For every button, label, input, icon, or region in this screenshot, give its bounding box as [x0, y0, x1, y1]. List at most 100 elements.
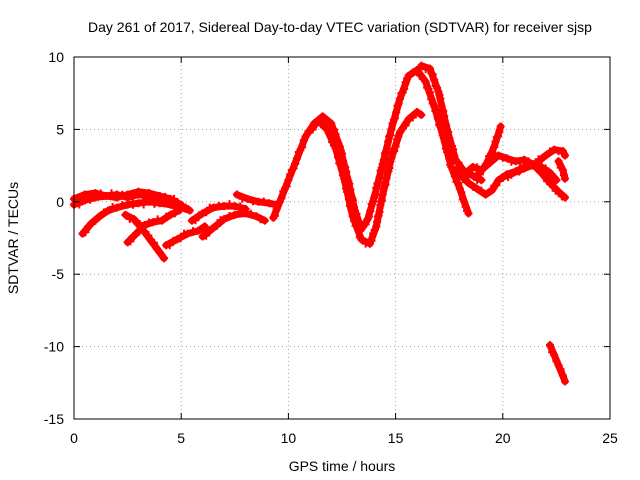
data-point	[395, 128, 404, 137]
data-point	[413, 66, 422, 75]
data-point	[95, 212, 104, 221]
data-point	[451, 165, 460, 174]
data-point	[286, 170, 295, 179]
data-point	[87, 219, 96, 228]
data-point	[421, 77, 430, 86]
data-point	[165, 241, 174, 250]
data-point	[367, 236, 376, 245]
data-point	[520, 155, 529, 164]
series-arc-4	[121, 210, 169, 263]
data-point	[503, 154, 512, 163]
data-point	[327, 119, 336, 128]
data-point	[400, 84, 409, 93]
data-point	[385, 164, 394, 173]
data-point	[256, 215, 265, 224]
data-point	[357, 235, 366, 244]
data-point	[272, 205, 281, 214]
data-point	[292, 154, 301, 163]
data-point	[394, 99, 403, 108]
data-point	[134, 199, 143, 208]
series-arc-5	[123, 206, 184, 247]
data-point	[491, 137, 500, 146]
data-point	[541, 164, 550, 173]
x-tick-label: 15	[388, 430, 404, 446]
data-point	[449, 145, 458, 154]
y-tick-label: -15	[44, 411, 64, 427]
data-point	[558, 165, 567, 174]
data-point	[372, 183, 381, 192]
data-point	[220, 215, 229, 224]
data-point	[525, 161, 534, 170]
data-point	[388, 148, 397, 157]
data-point	[149, 218, 158, 227]
data-point	[252, 212, 261, 221]
data-point	[135, 227, 144, 236]
data-point	[408, 68, 417, 77]
x-tick-label: 25	[602, 430, 618, 446]
data-point	[433, 114, 442, 123]
y-tick-label: -5	[52, 266, 65, 282]
series-arc-6	[162, 222, 209, 250]
data-point	[461, 202, 470, 211]
data-point	[225, 211, 234, 220]
data-point	[354, 226, 363, 235]
data-point	[155, 248, 164, 257]
axis-ticks	[73, 56, 611, 420]
data-point	[183, 229, 192, 238]
data-point	[404, 71, 413, 80]
series-arc-16	[498, 145, 569, 182]
data-point	[552, 357, 561, 366]
data-point	[326, 131, 335, 140]
data-point	[423, 83, 432, 92]
data-point	[383, 144, 392, 153]
data-point	[166, 210, 175, 219]
data-point	[100, 208, 109, 217]
data-point	[457, 188, 466, 197]
data-point	[550, 351, 559, 360]
data-point	[375, 173, 384, 182]
data-point	[171, 200, 180, 209]
data-point	[191, 216, 200, 225]
series-arc-10	[269, 66, 473, 234]
data-point	[386, 131, 395, 140]
data-point	[112, 193, 121, 202]
data-point	[408, 113, 417, 122]
data-point	[282, 182, 291, 191]
data-point	[496, 122, 505, 131]
data-point	[495, 127, 504, 136]
data-point	[477, 176, 486, 185]
data-point	[464, 178, 473, 187]
y-tick-label: -10	[44, 339, 64, 355]
data-point	[492, 133, 501, 142]
data-point	[477, 186, 486, 195]
data-point	[430, 75, 439, 84]
data-point	[202, 208, 211, 217]
data-point	[126, 237, 135, 246]
data-point	[121, 210, 130, 219]
data-point	[160, 254, 169, 263]
data-point	[560, 174, 569, 183]
data-point	[353, 222, 362, 231]
data-series	[70, 61, 569, 386]
data-point	[515, 157, 524, 166]
data-point	[153, 215, 162, 224]
data-point	[373, 179, 382, 188]
data-point	[430, 102, 439, 111]
data-point	[545, 147, 554, 156]
plot-frame	[73, 56, 611, 420]
data-point	[443, 148, 452, 157]
data-point	[387, 154, 396, 163]
data-point	[102, 192, 111, 201]
data-point	[445, 134, 454, 143]
data-point	[473, 184, 482, 193]
data-point	[332, 146, 341, 155]
data-point	[494, 132, 503, 141]
series-arc-12	[417, 61, 486, 185]
data-point	[417, 61, 426, 70]
data-point	[144, 231, 153, 240]
data-point	[308, 125, 317, 134]
data-point	[175, 206, 184, 215]
data-point	[91, 193, 100, 202]
data-point	[556, 365, 565, 374]
